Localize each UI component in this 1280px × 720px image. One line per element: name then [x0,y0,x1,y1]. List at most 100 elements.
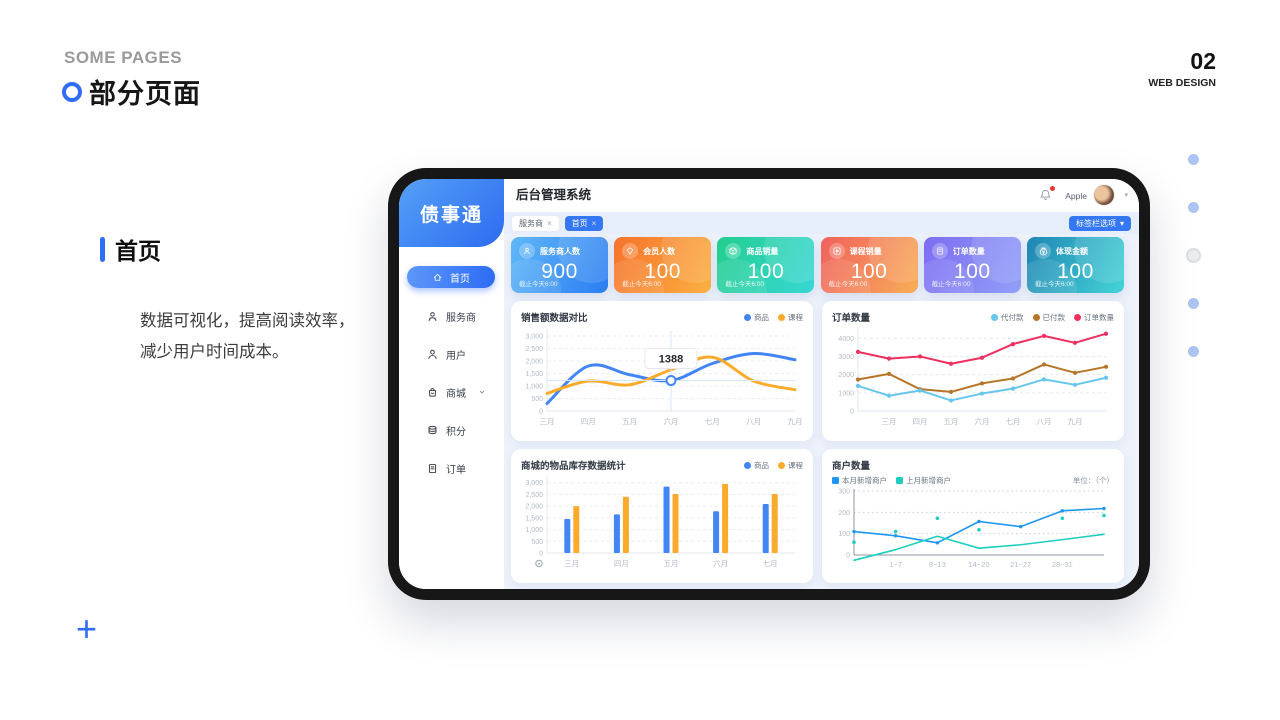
stat-card-footnote: 截止今天6:00 [622,281,661,288]
svg-text:3000: 3000 [838,354,854,361]
tab-service-provider[interactable]: 服务商 × [512,215,559,231]
nav-dot-4 [1188,298,1199,309]
svg-text:六月: 六月 [713,558,728,568]
svg-text:八月: 八月 [1037,417,1052,426]
nav-dot-3 [1186,248,1201,263]
svg-text:14~20: 14~20 [968,560,989,569]
svg-text:2,500: 2,500 [525,346,543,353]
order-icon [426,462,439,475]
legend-label: 课程 [788,460,803,470]
gem-icon [622,243,639,259]
svg-text:3,000: 3,000 [525,334,543,341]
svg-text:2000: 2000 [838,372,854,379]
nav-dot-1 [1188,154,1199,165]
sidebar-item-label: 用户 [446,350,466,362]
notification-bell-icon[interactable] [1038,186,1055,203]
svg-text:2,000: 2,000 [525,504,543,511]
tab-home[interactable]: 首页 × [564,215,604,231]
svg-text:500: 500 [531,396,543,403]
page-indicator: 02 WEB DESIGN [1148,48,1216,89]
legend-item[interactable]: 上月新增商户 [896,475,951,486]
tab-label: 首页 [571,218,588,228]
close-icon[interactable]: × [547,218,552,228]
legend-item[interactable]: 课程 [778,312,803,323]
svg-text:八月: 八月 [746,417,761,426]
chart-panel-orders: 订单数量 代付款 已付款 订单数量 4000 3000 2000 1000 0 三月 四月 五月 六月 七… [822,301,1124,441]
sidebar-item-label: 订单 [446,464,466,476]
stat-card-value: 100 [1057,260,1094,283]
chart-legend: 代付款 已付款 订单数量 [991,312,1114,323]
svg-text:2,500: 2,500 [525,492,543,499]
dashboard-title: 后台管理系统 [516,188,592,202]
legend-item[interactable]: 本月新增商户 [832,475,887,486]
points-icon [426,424,439,437]
title-ring-icon [62,81,82,102]
slide-nav-dots [1186,154,1201,357]
legend-item[interactable]: 代付款 [991,312,1024,323]
sidebar-item-points[interactable]: 积分 [399,418,504,442]
sidebar-item-order[interactable]: 订单 [399,456,504,480]
sidebar-item-home[interactable]: 首页 [407,266,495,288]
user-icon [426,348,439,361]
legend-swatch [991,313,998,321]
svg-text:200: 200 [838,510,850,517]
legend-label: 本月新增商户 [842,476,887,485]
svg-text:1388: 1388 [659,354,683,366]
user-menu-caret-icon[interactable]: ▾ [1124,192,1128,199]
chart-canvas-inventory: 3,000 2,500 2,000 1,500 1,000 500 0 三月 四月 五月 六月 七月 [525,476,795,568]
chart-legend: 商品 课程 [744,312,803,323]
slide-eyebrow: SOME PAGES [64,48,183,67]
legend-item[interactable]: 订单数量 [1074,312,1114,323]
sidebar-item-agent[interactable]: 服务商 [399,304,504,328]
slide-title: 部分页面 [62,72,201,111]
stat-card-value: 100 [850,260,888,283]
sidebar-item-shop[interactable]: 商城 [399,380,504,404]
stat-card-title: 会员人数 [643,246,676,256]
legend-item[interactable]: 商品 [744,460,769,471]
stat-card-3: 商品销量 100 截止今天6:00 [717,237,815,293]
svg-text:九月: 九月 [1068,417,1083,426]
chevron-down-icon[interactable] [478,388,486,396]
chart-title: 销售额数据对比 [521,313,588,324]
stat-card-value: 100 [644,260,681,283]
legend-swatch [1032,313,1040,321]
svg-text:28~31: 28~31 [1052,560,1073,569]
sidebar-item-label: 商城 [446,388,466,400]
slide-title-text: 部分页面 [89,79,201,109]
stat-card-footnote: 截止今天6:00 [931,281,971,288]
legend-swatch [1074,313,1081,321]
svg-text:九月: 九月 [788,417,803,426]
legend-item[interactable]: 已付款 [1032,312,1065,323]
chart-panel-inventory: 商城的物品库存数据统计 商品 课程 3,000 2,500 2,000 1,500 1,000… [511,449,813,583]
tab-options-button[interactable]: 标签栏选项 ▾ [1068,215,1131,231]
svg-text:8~13: 8~13 [929,560,946,569]
zoom-reset-icon[interactable] [535,559,543,568]
sidebar-item-user[interactable]: 用户 [399,342,504,366]
chart-title: 商户数量 [832,461,871,472]
svg-text:三月: 三月 [540,417,555,426]
svg-text:300: 300 [838,489,850,496]
svg-text:七月: 七月 [705,417,720,426]
legend-item[interactable]: 课程 [778,460,803,471]
chart-canvas-orders: 4000 3000 2000 1000 0 三月 四月 五月 六月 七月 八月 九月 [838,329,1109,426]
svg-text:六月: 六月 [664,416,679,426]
close-icon[interactable]: × [591,218,597,228]
legend-item[interactable]: 商品 [744,312,769,323]
chart-title: 商城的物品库存数据统计 [521,461,626,472]
home-icon [432,272,443,283]
svg-text:1000: 1000 [838,390,854,397]
svg-text:2,000: 2,000 [525,359,543,366]
stat-card-title: 服务商人数 [540,246,580,256]
stat-card-footnote: 截止今天6:00 [828,281,868,288]
chart-canvas-sales: 3,000 2,500 2,000 1,500 1,000 500 0三月 四月 五月 六月 七月 八… [525,329,803,426]
legend-swatch [744,461,751,469]
stat-card-value: 100 [954,260,991,283]
svg-text:500: 500 [531,539,543,546]
legend-swatch [778,313,785,321]
legend-label: 代付款 [1001,312,1024,322]
svg-text:0: 0 [539,409,543,416]
user-avatar[interactable] [1094,185,1114,205]
stat-card-title: 课程销量 [849,246,882,256]
svg-text:0: 0 [850,409,854,416]
tab-label: 服务商 [519,218,543,228]
